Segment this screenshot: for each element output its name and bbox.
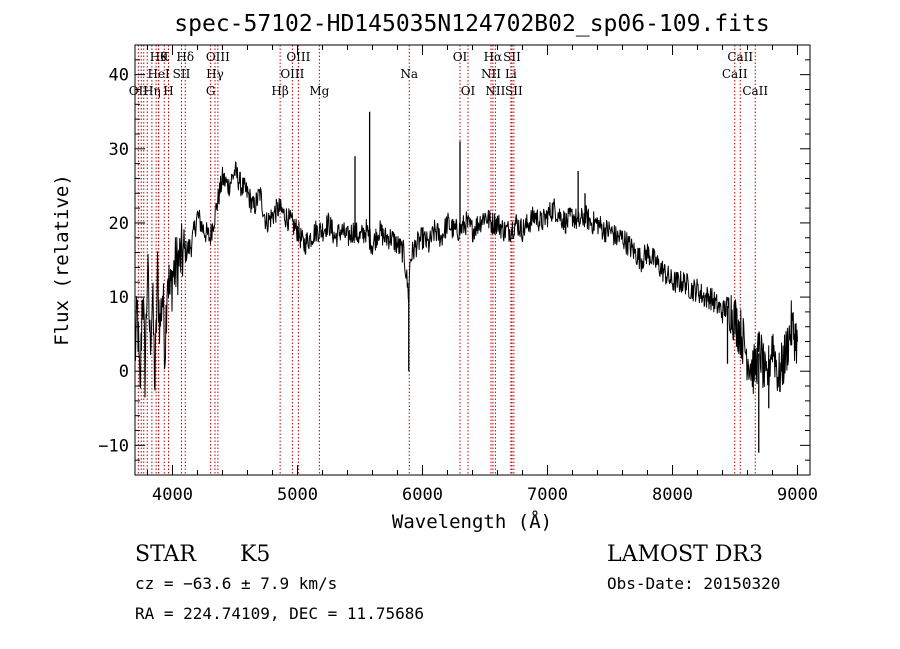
line-marker-label: OI — [453, 50, 468, 64]
x-tick-label: 4000 — [152, 485, 193, 505]
line-marker-label: SII — [503, 50, 521, 64]
y-tick-label: −10 — [98, 436, 129, 456]
y-axis-ticks: −10 0 10 20 30 40 — [98, 44, 810, 476]
line-marker-label: Hη — [143, 84, 161, 98]
line-marker-label: K — [160, 50, 170, 64]
line-marker-label: CaII — [722, 67, 748, 81]
line-marker-label: OIII — [206, 50, 230, 64]
line-marker-label: OIII — [286, 50, 310, 64]
y-tick-label: 10 — [109, 288, 129, 308]
spectrum-series-line — [134, 161, 798, 398]
x-tick-label: 8000 — [652, 485, 693, 505]
line-marker-label: Mg — [309, 84, 329, 98]
object-subclass: K5 — [240, 542, 270, 567]
y-tick-label: 20 — [109, 214, 129, 234]
redshift-value: cz = −63.6 ± 7.9 km/s — [135, 574, 337, 593]
y-tick-label: 0 — [119, 362, 129, 382]
line-marker-label: CaII — [742, 84, 768, 98]
line-marker-label: Hβ — [271, 84, 288, 98]
y-tick-label: 40 — [109, 66, 129, 86]
line-marker-label: SII — [173, 67, 191, 81]
line-marker-label: Hδ — [176, 50, 194, 64]
line-marker-label: Hγ — [206, 67, 224, 81]
observation-date: Obs-Date: 20150320 — [607, 574, 780, 593]
line-marker-label: CaII — [727, 50, 753, 64]
line-marker-label: Na — [400, 67, 418, 81]
y-axis-label: Flux (relative) — [51, 174, 73, 346]
line-marker-label: NII — [485, 84, 505, 98]
line-marker-label: NII — [481, 67, 501, 81]
coordinates: RA = 224.74109, DEC = 11.75686 — [135, 604, 424, 623]
line-marker-label: Hθ — [150, 50, 168, 64]
line-marker-label: Li — [505, 67, 517, 81]
line-marker-label: HeI — [147, 67, 170, 81]
spectral-line-labels: OIIHηHθHeIKHSIIHδGHγOIIIHβOIIIOIIIMgNaOI… — [129, 50, 769, 98]
line-marker-label: OII — [129, 84, 149, 98]
line-marker-label: OI — [461, 84, 476, 98]
spectral-line-markers — [137, 45, 756, 475]
x-axis-ticks: 4000 5000 6000 7000 8000 9000 — [147, 45, 818, 505]
line-marker-label: G — [206, 84, 216, 98]
line-marker-label: OIII — [280, 67, 304, 81]
x-tick-label: 9000 — [777, 485, 818, 505]
survey-name: LAMOST DR3 — [607, 542, 763, 567]
x-axis-label: Wavelength (Å) — [392, 510, 552, 533]
y-tick-label: 30 — [109, 140, 129, 160]
line-marker-label: Hα — [484, 50, 503, 64]
chart-title: spec-57102-HD145035N124702B02_sp06-109.f… — [174, 11, 769, 37]
line-marker-label: SII — [505, 84, 523, 98]
spectrum-spikes — [354, 111, 770, 453]
x-tick-label: 5000 — [277, 485, 318, 505]
x-tick-label: 7000 — [527, 485, 568, 505]
object-class: STAR — [135, 542, 197, 567]
line-marker-label: H — [163, 84, 173, 98]
x-tick-label: 6000 — [402, 485, 443, 505]
